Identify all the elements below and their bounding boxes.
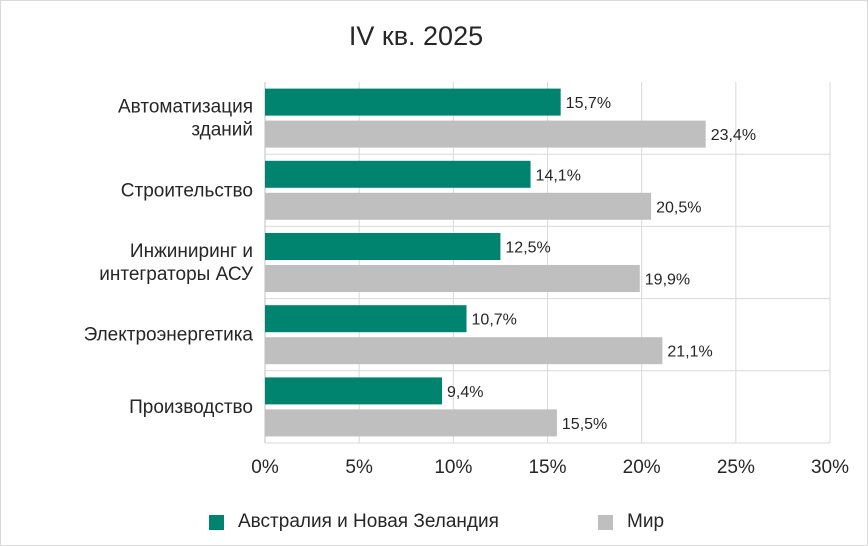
data-label: 9,4% xyxy=(447,384,483,401)
x-tick-label: 30% xyxy=(811,457,849,478)
legend-item-world: Мир xyxy=(598,511,664,533)
bar-world xyxy=(265,337,663,365)
x-tick-label: 25% xyxy=(717,457,755,478)
x-tick-label: 20% xyxy=(623,457,661,478)
legend-swatch-australia-nz xyxy=(209,514,224,530)
data-label: 19,9% xyxy=(645,272,690,289)
data-label: 15,7% xyxy=(566,95,611,112)
category-label: Инжиниринг и xyxy=(130,241,253,262)
data-label: 20,5% xyxy=(656,199,701,216)
category-label: интеграторы АСУ xyxy=(99,264,254,285)
bar-world xyxy=(265,265,640,292)
x-tick-label: 5% xyxy=(345,457,373,478)
category-label: Электроэнергетика xyxy=(84,325,254,346)
bar-australia-nz xyxy=(265,305,467,333)
bar-australia-nz xyxy=(265,377,443,405)
data-label: 14,1% xyxy=(536,167,581,184)
bar-australia-nz xyxy=(265,233,501,260)
data-label: 12,5% xyxy=(505,240,550,257)
category-label: Производство xyxy=(129,397,253,418)
data-label: 10,7% xyxy=(472,312,517,329)
bar-australia-nz xyxy=(265,160,531,188)
data-label: 23,4% xyxy=(711,127,756,144)
x-tick-label: 0% xyxy=(251,457,279,478)
legend-label-world: Мир xyxy=(627,511,665,532)
x-tick-label: 15% xyxy=(528,457,566,478)
category-label: Автоматизация xyxy=(118,97,253,118)
legend-swatch-world xyxy=(598,514,613,530)
category-label: Строительство xyxy=(121,180,253,201)
category-label: зданий xyxy=(191,120,253,141)
bar-australia-nz xyxy=(265,88,561,116)
data-label: 15,5% xyxy=(562,416,607,433)
legend-item-australia-nz: Австралия и Новая Зеландия xyxy=(209,511,499,533)
bar-world xyxy=(265,192,652,220)
x-tick-label: 10% xyxy=(434,457,472,478)
data-label: 21,1% xyxy=(667,344,712,361)
bar-world xyxy=(265,409,557,437)
bar-world xyxy=(265,120,706,148)
legend-label-australia-nz: Австралия и Новая Зеландия xyxy=(238,511,499,532)
chart-title: IV кв. 2025 xyxy=(348,21,484,51)
